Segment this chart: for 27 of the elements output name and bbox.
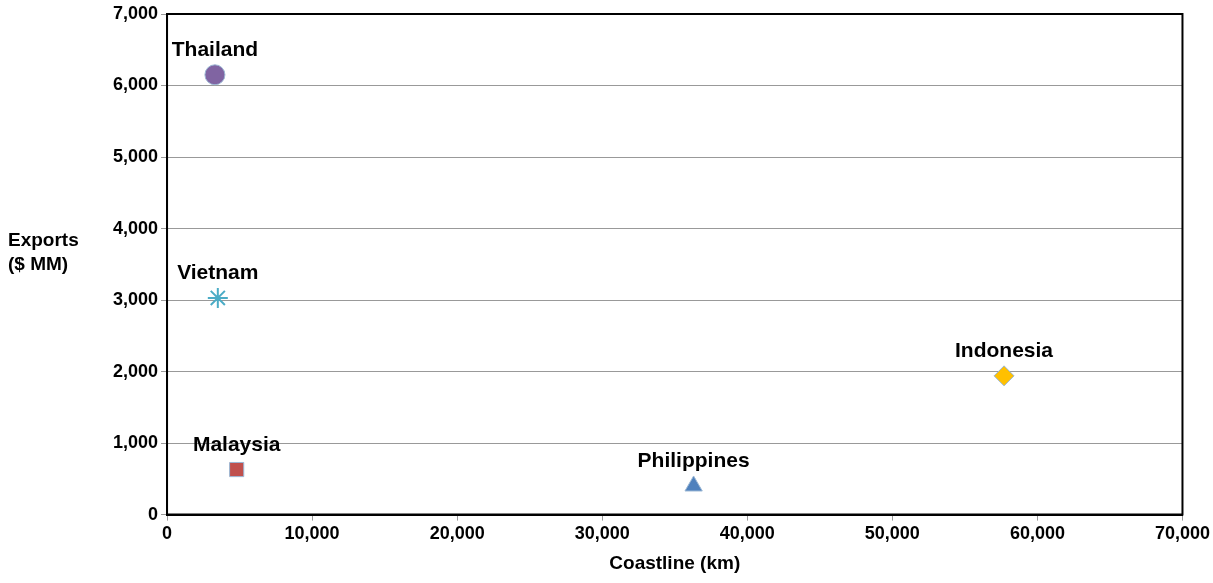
y-tick-label: 1,000 <box>113 432 159 453</box>
point <box>204 64 226 86</box>
point <box>993 365 1015 387</box>
x-tick-label: 10,000 <box>284 523 340 544</box>
y-axis-title: Exports ($ MM) <box>8 228 80 276</box>
y-tick-label: 3,000 <box>113 289 159 310</box>
point <box>206 286 229 309</box>
y-tick-label: 2,000 <box>113 360 159 381</box>
x-tick-label: 0 <box>162 523 173 544</box>
series-label: Vietnam <box>177 260 259 284</box>
series-label: Malaysia <box>192 431 281 455</box>
x-tick-label: 60,000 <box>1009 523 1065 544</box>
y-tick-label: 6,000 <box>113 74 159 95</box>
y-tick-label: 5,000 <box>113 146 159 166</box>
series-label: Indonesia <box>955 338 1054 362</box>
series-label: Philippines <box>637 448 750 472</box>
x-tick-label: 40,000 <box>719 523 775 544</box>
x-axis-title: Coastline (km) <box>609 551 741 573</box>
point <box>229 461 245 478</box>
y-tick-label: 4,000 <box>113 217 159 238</box>
x-tick-label: 50,000 <box>864 523 920 544</box>
y-tick-label: 7,000 <box>113 2 159 23</box>
x-tick-label: 70,000 <box>1154 523 1210 544</box>
series-label: Thailand <box>171 37 259 61</box>
y-tick-label: 0 <box>148 503 159 524</box>
x-tick-label: 20,000 <box>429 523 485 544</box>
x-tick-label: 30,000 <box>574 523 630 544</box>
